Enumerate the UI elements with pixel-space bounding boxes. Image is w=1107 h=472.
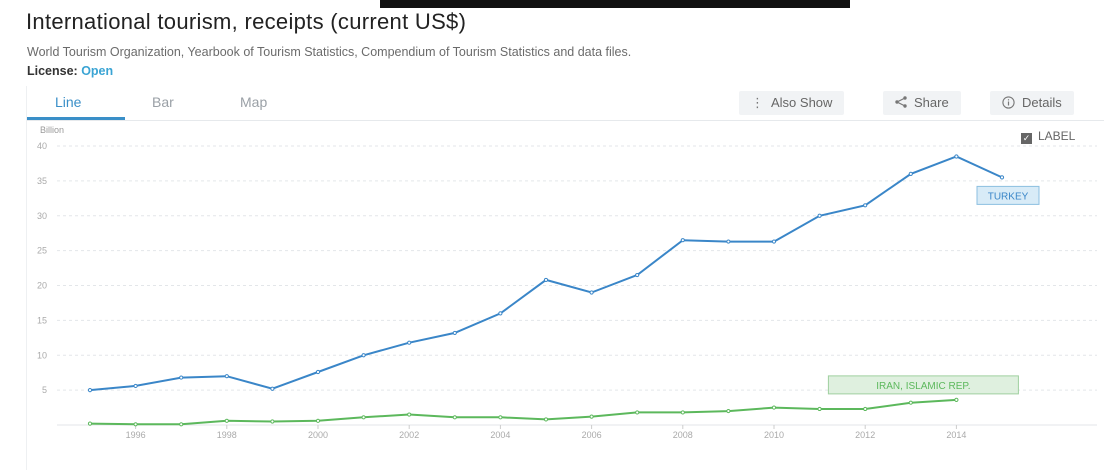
data-point xyxy=(954,397,959,402)
data-point xyxy=(498,311,503,316)
y-unit-label: Billion xyxy=(40,125,64,135)
data-point xyxy=(680,410,685,415)
data-point xyxy=(726,239,731,244)
x-tick-label: 2014 xyxy=(946,430,966,440)
data-point xyxy=(270,419,275,424)
iran-series-label: IRAN, ISLAMIC REP. xyxy=(876,381,970,392)
x-tick-label: 2002 xyxy=(399,430,419,440)
top-banner-strip xyxy=(380,0,850,8)
tab-map[interactable]: Map xyxy=(240,94,268,110)
data-point xyxy=(817,406,822,412)
x-tick-label: 2008 xyxy=(673,430,693,440)
data-point xyxy=(543,277,549,283)
data-point xyxy=(315,369,321,375)
data-point xyxy=(589,290,594,295)
label-toggle[interactable]: ✓ LABEL xyxy=(1021,129,1075,144)
vertical-dots-icon: ⋮ xyxy=(751,95,764,110)
data-point xyxy=(863,406,868,412)
data-point xyxy=(589,414,594,419)
tab-line[interactable]: Line xyxy=(55,94,82,110)
data-point xyxy=(680,238,685,243)
checkbox-checked-icon: ✓ xyxy=(1021,133,1032,144)
share-button[interactable]: Share xyxy=(883,91,961,115)
x-tick-label: 1996 xyxy=(126,430,146,440)
tab-bar[interactable]: Bar xyxy=(152,94,174,110)
also-show-button[interactable]: ⋮ Also Show xyxy=(739,91,845,115)
data-point xyxy=(87,388,93,393)
data-point xyxy=(771,405,777,410)
data-point xyxy=(543,417,549,422)
share-icon xyxy=(895,91,907,115)
license-line: License: Open xyxy=(27,64,113,78)
y-tick-label: 30 xyxy=(37,211,47,221)
data-point xyxy=(954,154,959,159)
data-point xyxy=(407,340,412,345)
y-tick-label: 40 xyxy=(37,141,47,151)
data-point xyxy=(452,415,457,420)
data-point xyxy=(908,400,913,405)
data-point xyxy=(407,412,412,417)
source-text: World Tourism Organization, Yearbook of … xyxy=(27,45,632,59)
y-tick-label: 35 xyxy=(37,176,47,186)
chart-panel: Line Bar Map ⋮ Also Show Share Details ✓ L… xyxy=(26,86,1104,470)
data-point xyxy=(224,418,229,423)
also-show-label: Also Show xyxy=(771,95,833,110)
details-button[interactable]: Details xyxy=(990,91,1074,115)
y-tick-label: 25 xyxy=(37,246,47,256)
x-tick-label: 2012 xyxy=(855,430,875,440)
series-line-1 xyxy=(89,398,957,426)
x-tick-label: 2006 xyxy=(582,430,602,440)
license-link[interactable]: Open xyxy=(81,64,114,78)
x-tick-label: 1998 xyxy=(217,430,237,440)
share-label: Share xyxy=(914,95,949,110)
view-tabs: Line Bar Map ⋮ Also Show Share Details xyxy=(27,86,1104,121)
page-title: International tourism, receipts (current… xyxy=(26,9,467,34)
data-point xyxy=(726,408,731,414)
data-point xyxy=(771,239,777,244)
data-point xyxy=(498,415,503,420)
active-tab-indicator xyxy=(27,117,125,120)
data-point xyxy=(361,353,366,358)
y-tick-label: 10 xyxy=(37,350,47,360)
y-tick-label: 5 xyxy=(42,385,47,395)
details-label: Details xyxy=(1022,95,1062,110)
y-tick-label: 20 xyxy=(37,281,47,291)
y-tick-label: 15 xyxy=(37,315,47,325)
x-tick-label: 2004 xyxy=(490,430,510,440)
x-tick-label: 2000 xyxy=(308,430,328,440)
data-point xyxy=(315,418,321,423)
data-point xyxy=(133,383,138,389)
turkey-series-label-box xyxy=(976,185,1040,205)
label-toggle-text: LABEL xyxy=(1038,129,1076,143)
data-point xyxy=(863,203,868,208)
info-icon xyxy=(1002,91,1015,115)
license-label: License: xyxy=(27,64,78,78)
turkey-series-label: TURKEY xyxy=(988,191,1029,202)
iran-series-label-box xyxy=(827,375,1019,395)
data-point xyxy=(452,330,457,336)
data-point xyxy=(270,386,275,391)
data-point xyxy=(635,410,640,415)
data-point xyxy=(133,422,138,427)
x-tick-label: 2010 xyxy=(764,430,784,440)
data-point xyxy=(224,374,229,379)
data-point xyxy=(179,375,184,380)
data-point xyxy=(635,272,640,278)
line-chart: Billion 5 10 15 20 25 30 35 40 1996 1998 2000 2002 20… xyxy=(37,125,1097,440)
data-point xyxy=(908,171,913,177)
data-point xyxy=(361,415,366,420)
data-point xyxy=(817,213,822,218)
data-point xyxy=(999,175,1005,180)
data-point xyxy=(87,421,93,426)
data-point xyxy=(179,422,184,427)
